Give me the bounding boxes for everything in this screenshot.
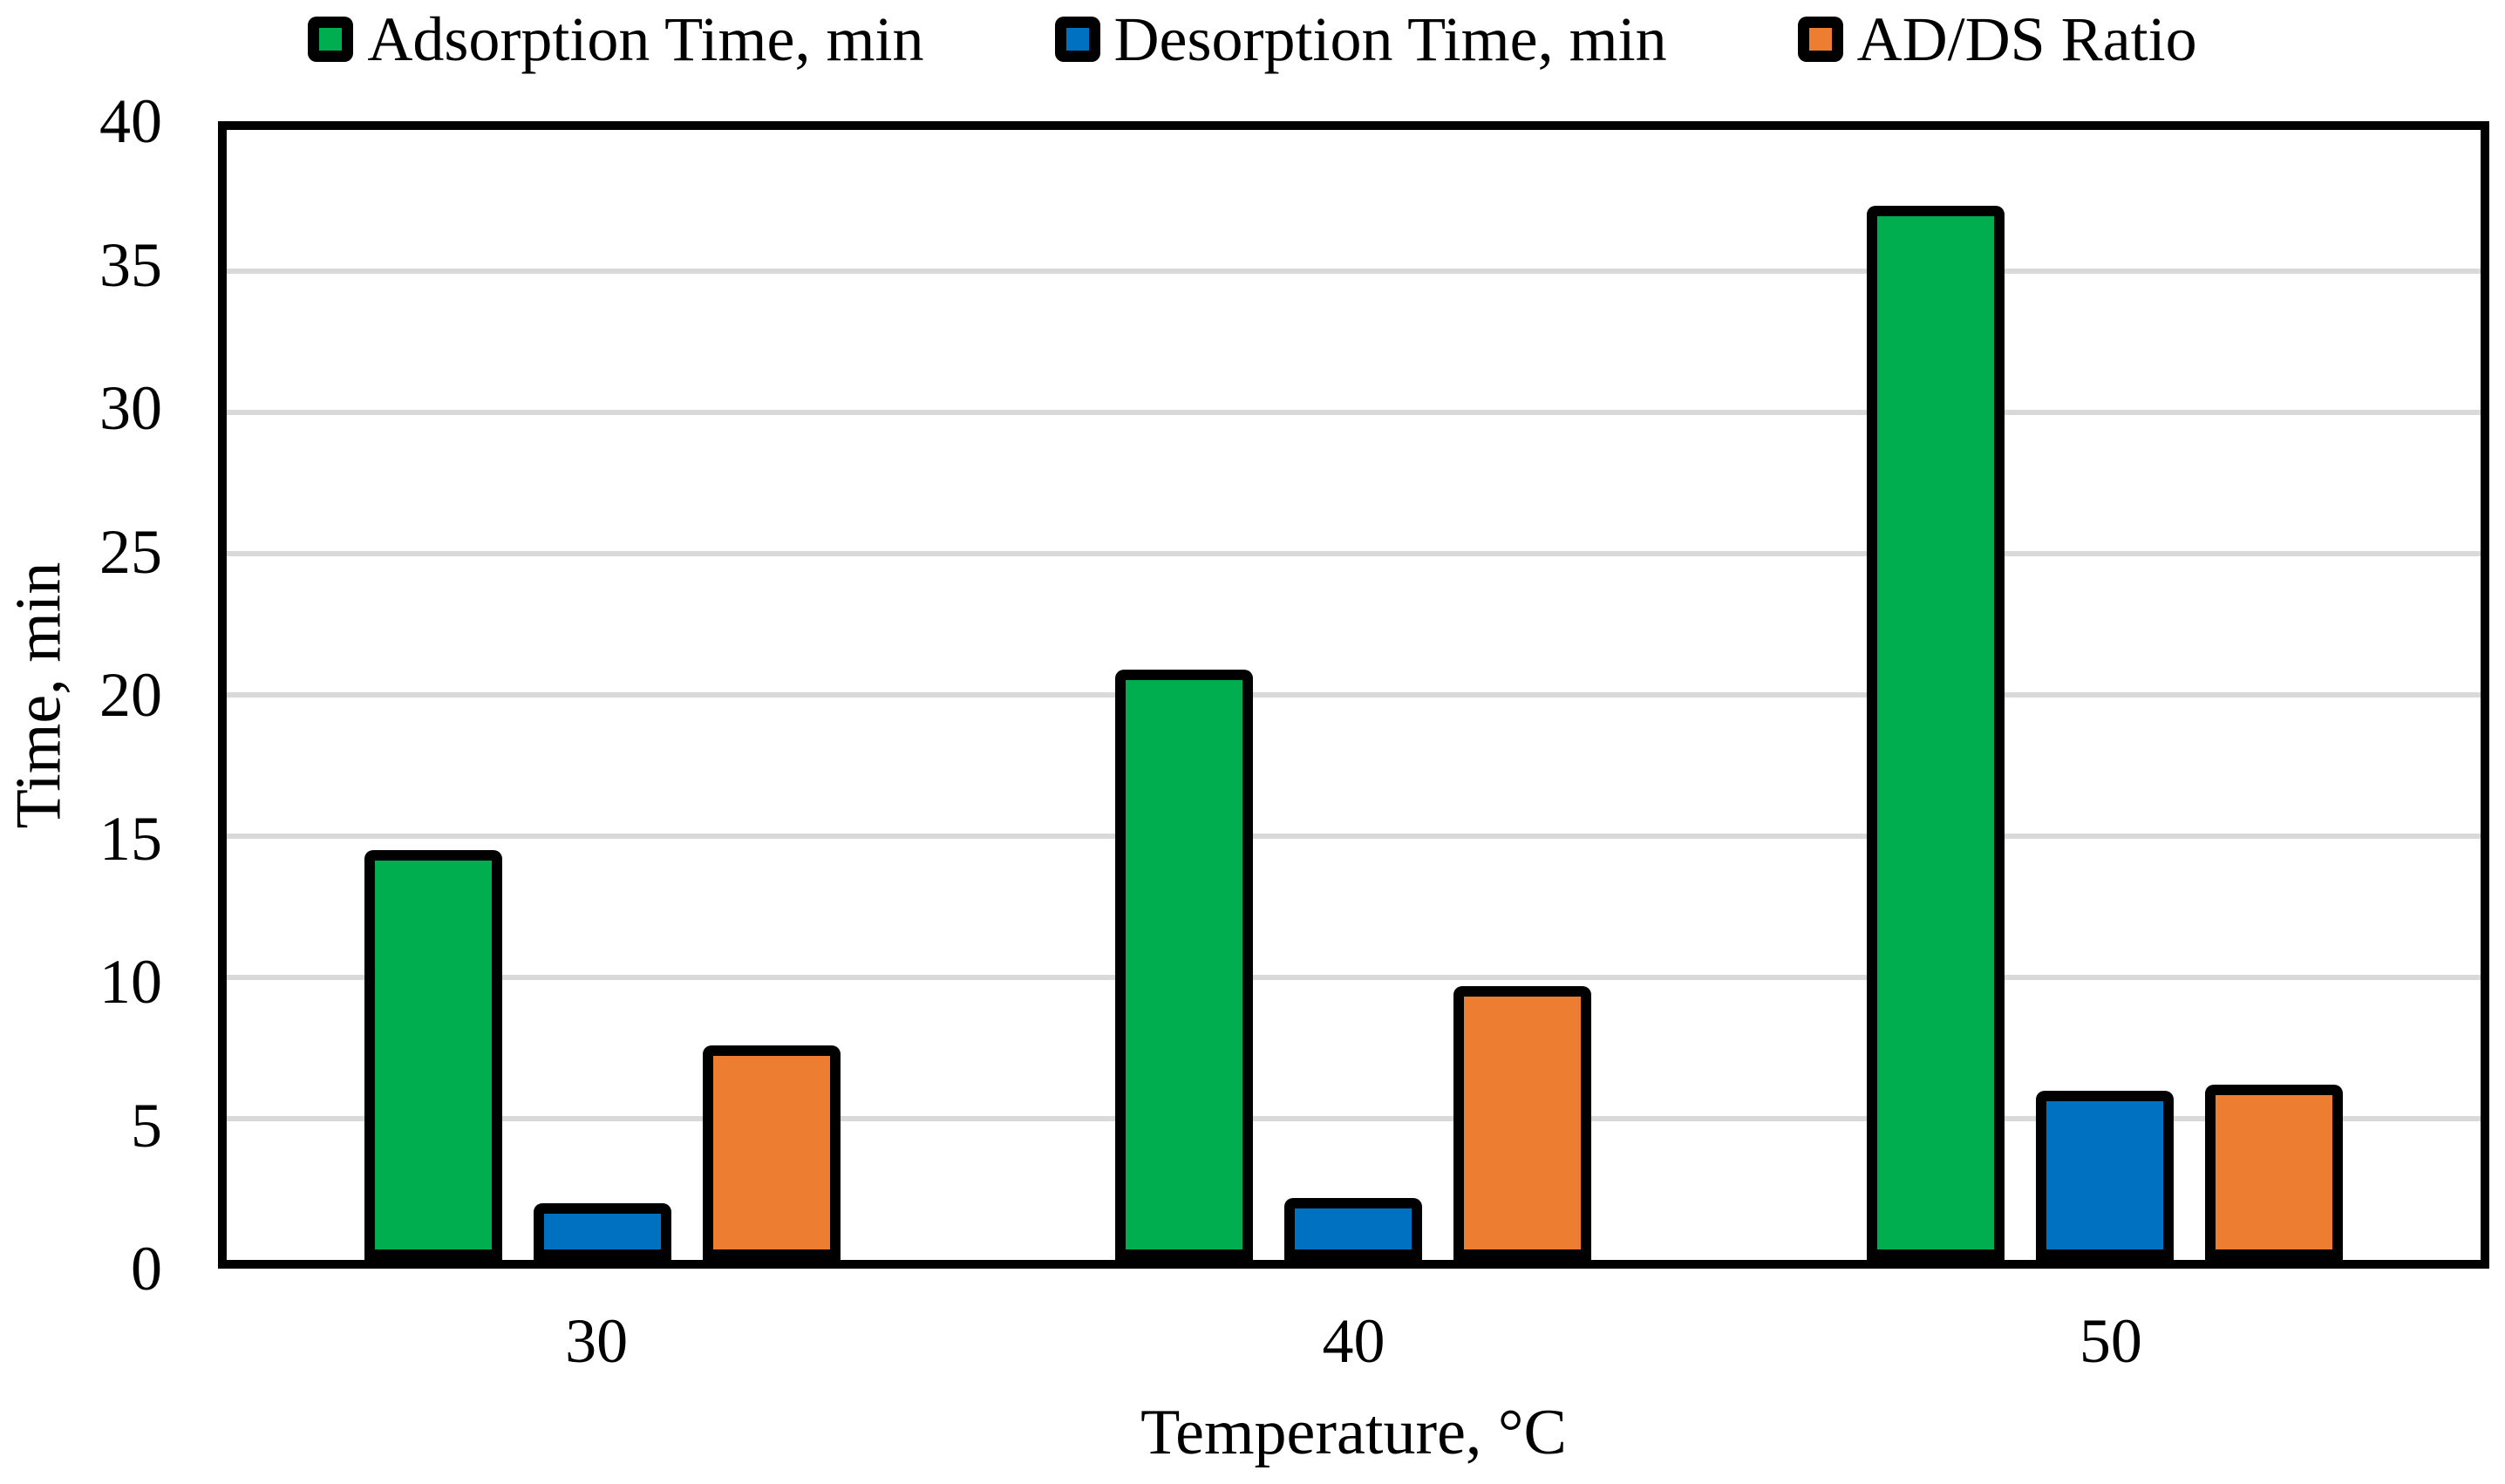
x-tick-label-30: 30 xyxy=(565,1306,629,1376)
gridline-y-5 xyxy=(227,1116,2481,1121)
y-tick-label-15: 15 xyxy=(99,803,162,874)
y-tick-label-25: 25 xyxy=(99,516,162,587)
bar-adsorption-time-30 xyxy=(364,850,502,1260)
gridline-y-30 xyxy=(227,410,2481,415)
y-tick-label-0: 0 xyxy=(131,1234,162,1304)
legend-item-desorption: Desorption Time, min xyxy=(1054,4,1667,74)
legend-item-ratio: AD/DS Ratio xyxy=(1797,4,2197,74)
y-tick-label-30: 30 xyxy=(99,373,162,443)
legend-label-ratio: AD/DS Ratio xyxy=(1856,4,2197,74)
legend-item-adsorption: Adsorption Time, min xyxy=(308,4,924,74)
bar-desorption-time-30 xyxy=(533,1203,671,1260)
bar-adsorption-time-50 xyxy=(1867,206,2005,1260)
gridline-y-10 xyxy=(227,975,2481,980)
legend-swatch-adsorption-icon xyxy=(308,17,354,62)
legend-swatch-desorption-icon xyxy=(1054,17,1100,62)
gridline-y-20 xyxy=(227,692,2481,698)
gridline-y-25 xyxy=(227,551,2481,556)
x-axis-tick-labels: 30 40 50 xyxy=(218,1301,2489,1381)
y-tick-label-35: 35 xyxy=(99,229,162,300)
plot-area xyxy=(218,121,2489,1269)
bar-group-50 xyxy=(1729,130,2481,1260)
bar-ad-ds-ratio-30 xyxy=(702,1045,841,1260)
y-tick-label-40: 40 xyxy=(99,86,162,156)
gridline-y-15 xyxy=(227,834,2481,839)
bar-group-40 xyxy=(978,130,1730,1260)
gridline-y-35 xyxy=(227,269,2481,274)
bar-adsorption-time-40 xyxy=(1115,669,1254,1260)
bar-ad-ds-ratio-40 xyxy=(1453,985,1592,1260)
y-axis-tick-labels: 0 5 10 15 20 25 30 35 40 xyxy=(0,90,174,1300)
y-tick-label-5: 5 xyxy=(131,1090,162,1161)
y-tick-label-20: 20 xyxy=(99,660,162,730)
legend-swatch-ratio-icon xyxy=(1797,17,1843,62)
x-tick-label-40: 40 xyxy=(1322,1306,1385,1376)
bar-group-30 xyxy=(227,130,978,1260)
bar-desorption-time-40 xyxy=(1284,1197,1423,1260)
legend-label-desorption: Desorption Time, min xyxy=(1113,4,1667,74)
bar-ad-ds-ratio-50 xyxy=(2205,1085,2344,1260)
x-axis-title: Temperature, °C xyxy=(1140,1397,1567,1468)
bar-desorption-time-50 xyxy=(2036,1090,2175,1260)
legend-label-adsorption: Adsorption Time, min xyxy=(367,4,924,74)
y-tick-label-10: 10 xyxy=(99,947,162,1017)
legend: Adsorption Time, min Desorption Time, mi… xyxy=(0,2,2505,77)
x-tick-label-50: 50 xyxy=(2079,1306,2142,1376)
